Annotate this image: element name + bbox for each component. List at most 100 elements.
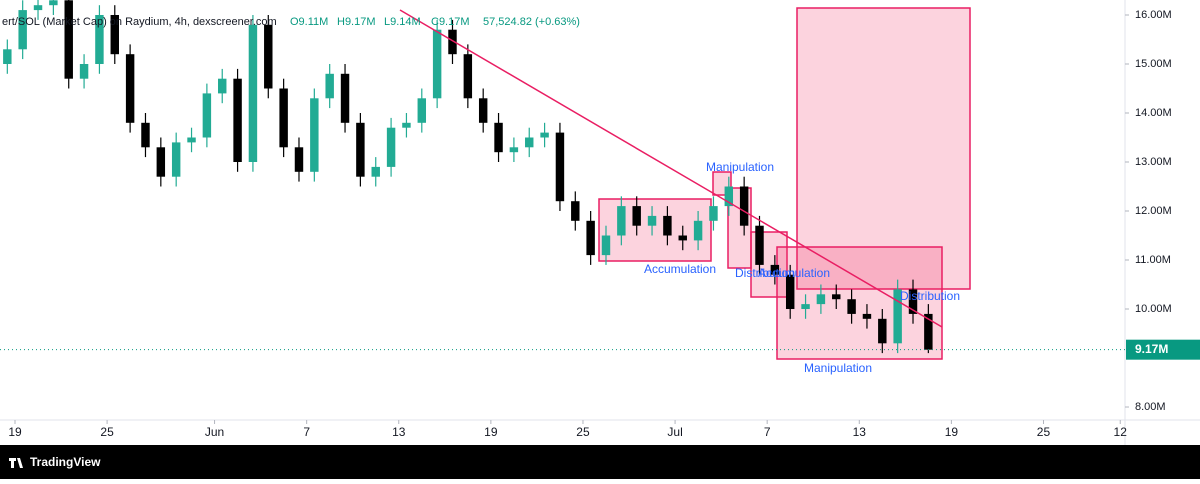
chart-title: ert/SOL (Market Cap) on Raydium, 4h, dex… (2, 16, 277, 28)
candle-body (325, 73, 334, 99)
annotation-label: Manipulation (804, 361, 872, 375)
candle-body (525, 137, 534, 148)
candle-body (49, 0, 58, 6)
candle-body (816, 294, 826, 305)
candle-body (3, 49, 12, 64)
y-tick-label: 12.00M (1135, 205, 1172, 217)
candle-body (156, 147, 166, 177)
ohlc-label: L9.14M (384, 16, 421, 28)
candle-body (847, 299, 856, 314)
y-tick-label: 14.00M (1135, 107, 1172, 119)
candle-body (924, 313, 933, 350)
candle-body (340, 73, 350, 123)
annotation-label: Distribution (735, 266, 795, 280)
candle-body (33, 5, 43, 11)
labels: ert/SOL (Market Cap) on Raydium, 4h, dex… (2, 16, 960, 375)
candle-body (432, 29, 442, 99)
x-tick-label: 19 (945, 425, 959, 439)
candle-body (386, 127, 396, 167)
candle-body (555, 132, 565, 202)
candle-body (95, 14, 104, 64)
x-tick-label: 25 (1037, 425, 1051, 439)
candle-body (601, 235, 611, 256)
x-tick-label: 13 (853, 425, 867, 439)
y-tick-label: 8.00M (1135, 401, 1166, 413)
candle-body (310, 98, 319, 172)
x-tick-label: Jul (667, 425, 682, 439)
candle-body (463, 54, 473, 99)
annotation-label: Accumulation (644, 262, 716, 276)
candle-body (494, 122, 503, 153)
candle-body (709, 206, 718, 221)
candle-body (617, 206, 626, 236)
x-tick-label: 12 (1114, 425, 1128, 439)
ohlc-label: O9.11M (290, 16, 328, 28)
candle-body (187, 137, 196, 143)
y-tick-label: 13.00M (1135, 156, 1172, 168)
candle-body (18, 10, 27, 50)
y-tick-label: 15.00M (1135, 58, 1172, 70)
candle-body (233, 78, 242, 163)
candle-body (755, 225, 764, 265)
x-tick-label: 7 (303, 425, 310, 439)
ohlc-label: H9.17M (337, 16, 376, 28)
trend-line (399, 9, 943, 328)
candle-body (402, 122, 411, 128)
candle-body (724, 186, 734, 207)
candle-body (663, 215, 672, 236)
candle-body (770, 264, 780, 275)
plot-background (0, 0, 1200, 445)
annotation-label: Accumulation (758, 266, 830, 280)
candle-body (739, 186, 749, 226)
candle-body (571, 201, 580, 221)
candle-body (279, 88, 288, 148)
candle-body (693, 220, 703, 241)
y-tick-label: 10.00M (1135, 303, 1172, 315)
y-tick-label: 11.00M (1135, 254, 1171, 266)
annotation-label: Manipulation (706, 160, 774, 174)
candles (3, 0, 933, 354)
candle-body (586, 220, 595, 256)
candle-body (64, 0, 73, 79)
candle-body (141, 122, 150, 148)
candle-body (878, 318, 887, 344)
x-tick-label: 19 (484, 425, 498, 439)
candle-body (171, 142, 181, 177)
candle-body (248, 24, 258, 163)
candle-body (785, 274, 795, 310)
candle-body (540, 132, 549, 138)
last-price-label: 9.17M (1135, 342, 1168, 356)
candle-body (908, 289, 918, 314)
candle-body (264, 24, 273, 89)
ohlc-label: C9.17M (431, 16, 470, 28)
candle-body (79, 63, 89, 79)
candle-body (893, 289, 902, 344)
candle-body (356, 122, 365, 177)
annotation-label: Distribution (900, 289, 960, 303)
candle-body (110, 14, 119, 55)
candle-body (371, 166, 380, 177)
x-tick-label: 25 (576, 425, 590, 439)
candle-body (202, 93, 212, 138)
candle-body (678, 235, 687, 241)
x-tick-label: Jun (205, 425, 224, 439)
last-price-tag (1126, 339, 1200, 360)
candle-body (478, 98, 488, 123)
footer-logo (9, 458, 23, 468)
candle-body (801, 304, 810, 310)
x-tick-label: 7 (764, 425, 771, 439)
candle-body (417, 98, 427, 123)
candle-body (294, 147, 304, 172)
footer-brand: TradingView (30, 455, 101, 469)
candle-body (448, 29, 457, 55)
footer-bar (0, 445, 1200, 479)
x-tick-label: 13 (392, 425, 406, 439)
candle-body (509, 147, 519, 153)
candle-body (862, 313, 872, 319)
y-tick-label: 16.00M (1135, 9, 1172, 21)
candle-body (218, 78, 227, 94)
candle-body (647, 215, 657, 226)
candle-body (632, 206, 641, 226)
ohlc-label: 57,524.82 (+0.63%) (483, 16, 580, 28)
